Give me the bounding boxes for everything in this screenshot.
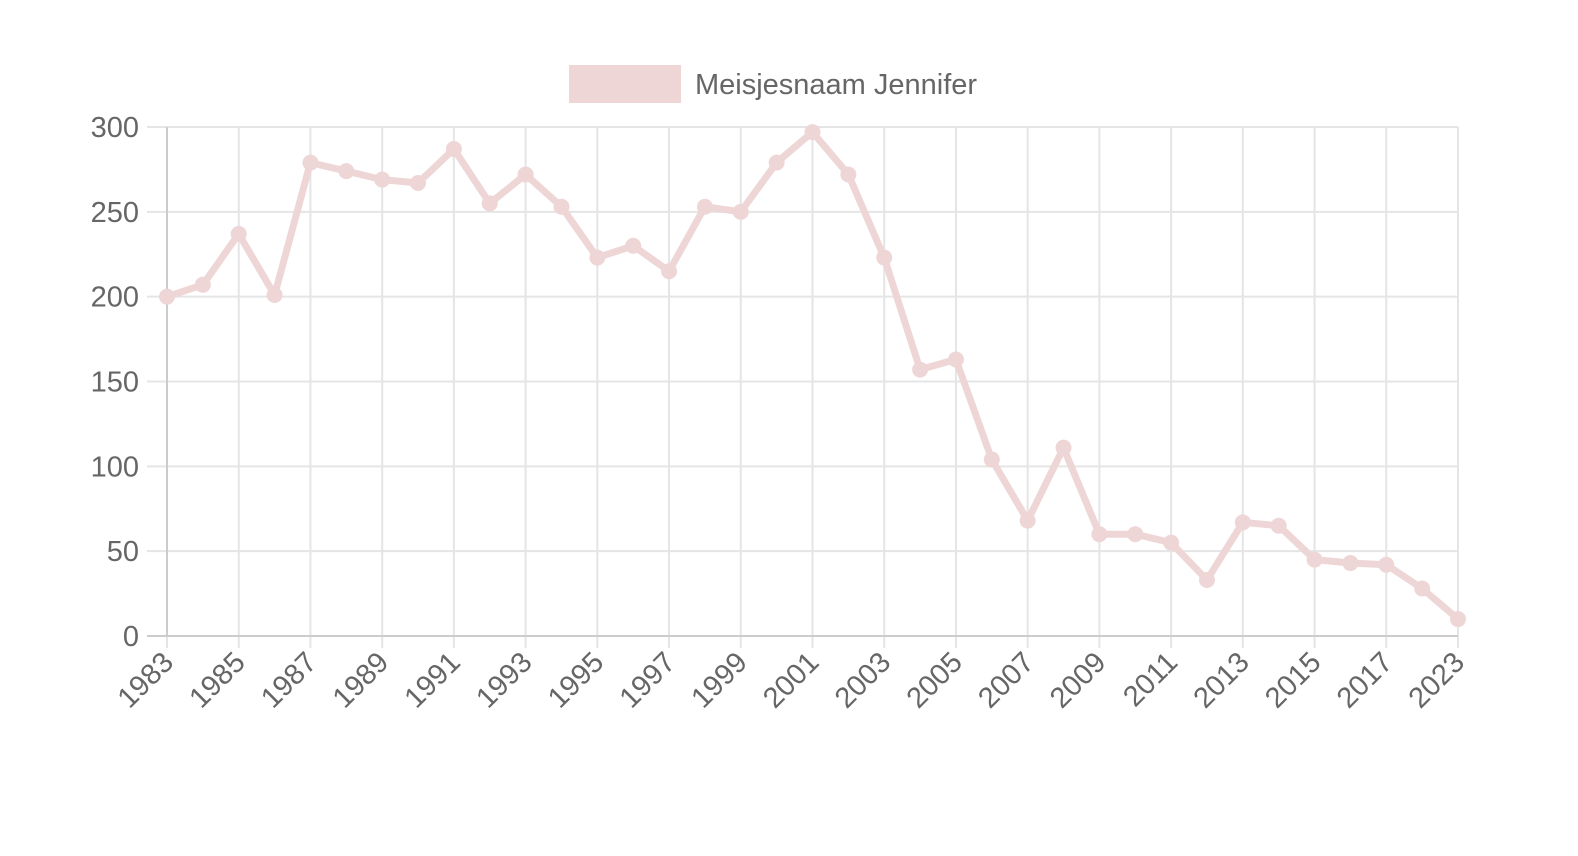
data-point[interactable]	[876, 249, 893, 266]
y-tick-label: 50	[107, 536, 139, 568]
x-tick-label: 2017	[1331, 646, 1399, 714]
data-point[interactable]	[1091, 526, 1108, 543]
legend-label[interactable]: Meisjesnaam Jennifer	[695, 69, 977, 101]
data-point[interactable]	[194, 276, 211, 293]
data-point[interactable]	[947, 351, 964, 368]
series-points-group	[159, 124, 1466, 628]
data-point[interactable]	[338, 163, 355, 180]
x-axis-tick-labels: 1983 1985 1987 1989 1991 1993 1995 1997 1999 2001…	[112, 646, 1471, 714]
y-gridlines	[147, 126, 1458, 637]
y-tick-label: 200	[91, 282, 139, 314]
x-tick-label: 1991	[399, 646, 467, 714]
y-tick-label: 150	[91, 367, 139, 399]
x-tick-label: 1997	[614, 646, 682, 714]
x-tick-label: 2003	[829, 646, 897, 714]
y-tick-label: 0	[123, 621, 139, 653]
legend-swatch[interactable]	[569, 65, 681, 103]
data-point[interactable]	[159, 288, 175, 305]
data-point[interactable]	[266, 286, 283, 303]
x-tick-label: 1995	[542, 646, 610, 714]
y-tick-label: 100	[91, 451, 139, 483]
x-tick-label: 1987	[255, 646, 323, 714]
data-point[interactable]	[625, 237, 642, 254]
data-point[interactable]	[732, 203, 749, 220]
x-tick-label: 2013	[1188, 646, 1256, 714]
data-point[interactable]	[768, 154, 785, 171]
x-tick-label: 1983	[112, 646, 180, 714]
data-point[interactable]	[553, 198, 570, 215]
data-point[interactable]	[1055, 439, 1072, 456]
data-point[interactable]	[1234, 514, 1251, 531]
data-point[interactable]	[302, 154, 319, 171]
data-point[interactable]	[696, 198, 713, 215]
data-point[interactable]	[445, 141, 462, 158]
data-point[interactable]	[1342, 555, 1359, 572]
data-point[interactable]	[912, 361, 929, 378]
data-point[interactable]	[1414, 580, 1431, 597]
x-tick-label: 2011	[1117, 646, 1184, 713]
data-point[interactable]	[804, 124, 821, 141]
data-point[interactable]	[1378, 556, 1395, 573]
y-tick-label: 300	[91, 112, 139, 144]
x-tick-label: 2005	[901, 646, 969, 714]
data-point[interactable]	[481, 195, 498, 212]
x-tick-label: 1989	[327, 646, 395, 714]
data-point[interactable]	[1198, 572, 1215, 589]
x-tick-label: 2007	[972, 646, 1040, 714]
x-gridlines	[166, 127, 1459, 648]
data-point[interactable]	[1127, 526, 1144, 543]
data-point[interactable]	[983, 451, 1000, 468]
data-point[interactable]	[374, 171, 391, 188]
legend[interactable]: Meisjesnaam Jennifer	[569, 65, 977, 103]
x-tick-label: 1985	[183, 646, 251, 714]
x-tick-label: 2023	[1403, 646, 1471, 714]
data-point[interactable]	[1270, 517, 1287, 534]
data-point[interactable]	[410, 174, 427, 191]
x-tick-label: 2009	[1044, 646, 1112, 714]
data-point[interactable]	[1450, 611, 1466, 628]
data-point[interactable]	[840, 166, 857, 183]
x-tick-label: 1999	[685, 646, 753, 714]
axes	[147, 127, 1458, 637]
data-point[interactable]	[230, 225, 247, 242]
data-point[interactable]	[589, 249, 606, 266]
y-tick-label: 250	[91, 197, 139, 229]
x-tick-label: 1993	[470, 646, 538, 714]
x-tick-label: 2015	[1259, 646, 1327, 714]
data-point[interactable]	[661, 263, 678, 280]
data-point[interactable]	[517, 166, 534, 183]
data-point[interactable]	[1306, 551, 1323, 568]
x-tick-label: 2001	[757, 646, 825, 714]
data-point[interactable]	[1019, 512, 1036, 529]
y-axis-tick-labels: 0 50 100 150 200 250 300	[91, 112, 139, 653]
data-point[interactable]	[1163, 534, 1180, 551]
